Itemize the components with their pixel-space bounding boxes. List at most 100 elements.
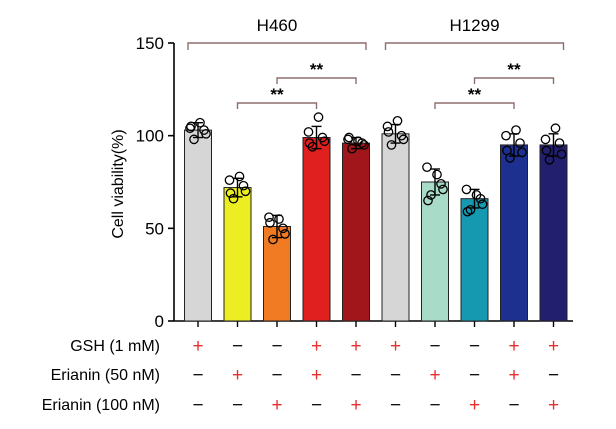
- condition-minus: −: [232, 336, 243, 357]
- data-point: [436, 179, 446, 189]
- condition-minus: −: [271, 336, 282, 357]
- data-point: [550, 123, 561, 134]
- condition-plus: +: [548, 395, 559, 416]
- condition-minus: −: [390, 365, 401, 386]
- data-point: [396, 130, 407, 141]
- condition-minus: −: [508, 395, 519, 416]
- bar: [342, 142, 370, 322]
- condition-plus: +: [311, 336, 322, 357]
- condition-minus: −: [192, 365, 203, 386]
- data-point: [238, 180, 249, 191]
- data-point: [432, 169, 442, 180]
- data-point: [540, 134, 551, 145]
- condition-minus: −: [469, 336, 480, 357]
- bar: [460, 198, 489, 322]
- data-point: [554, 138, 565, 148]
- group-label: H460: [257, 16, 298, 35]
- y-tick-label: 100: [136, 127, 164, 146]
- y-axis-label: Cell viability(%): [110, 129, 127, 238]
- condition-minus: −: [311, 395, 322, 416]
- data-point: [438, 184, 448, 195]
- condition-label: GSH (1 mM): [70, 338, 160, 355]
- data-point: [234, 171, 245, 182]
- data-point: [317, 132, 328, 143]
- data-point: [195, 117, 205, 128]
- bar: [263, 225, 291, 322]
- data-point: [199, 125, 209, 135]
- condition-plus: +: [271, 395, 282, 416]
- condition-minus: −: [271, 365, 282, 386]
- condition-minus: −: [469, 365, 480, 386]
- data-point: [240, 186, 251, 197]
- group-label: H1299: [449, 16, 499, 35]
- group-bracket: [384, 42, 565, 50]
- data-point: [185, 123, 195, 134]
- condition-label: Erianin (100 nM): [42, 397, 160, 414]
- data-point: [344, 132, 354, 143]
- y-tick-label: 0: [155, 312, 164, 331]
- condition-minus: −: [192, 395, 203, 416]
- y-tick-label: 150: [136, 34, 164, 53]
- data-point: [186, 121, 196, 132]
- data-point: [280, 229, 290, 239]
- data-point: [501, 130, 511, 141]
- condition-plus: +: [350, 395, 361, 416]
- data-point: [304, 138, 315, 148]
- data-point: [392, 115, 403, 126]
- data-point: [461, 184, 472, 195]
- condition-plus: +: [192, 336, 203, 357]
- data-point: [225, 188, 236, 198]
- data-point: [313, 112, 324, 122]
- data-point: [462, 206, 473, 217]
- data-point: [347, 143, 357, 154]
- data-point: [386, 140, 397, 150]
- data-point: [511, 125, 521, 135]
- data-point: [423, 195, 433, 206]
- significance-bracket: [434, 102, 515, 109]
- data-point: [303, 127, 314, 137]
- data-point: [477, 199, 488, 210]
- condition-label: Erianin (50 nM): [51, 367, 160, 384]
- significance-label: **: [468, 85, 482, 104]
- condition-plus: +: [548, 336, 559, 357]
- data-point: [343, 134, 353, 145]
- condition-minus: −: [429, 395, 440, 416]
- condition-minus: −: [390, 395, 401, 416]
- data-point: [357, 138, 367, 148]
- data-point: [224, 175, 235, 185]
- bar: [539, 144, 568, 322]
- significance-label: **: [310, 60, 324, 79]
- data-point: [422, 162, 432, 173]
- significance-bracket: [276, 77, 357, 84]
- condition-plus: +: [429, 365, 440, 386]
- significance-label: **: [507, 60, 521, 79]
- data-point: [541, 145, 552, 156]
- condition-minus: −: [350, 365, 361, 386]
- data-point: [278, 223, 288, 234]
- data-point: [517, 147, 527, 158]
- bar: [223, 187, 252, 322]
- y-tick-label: 50: [145, 219, 164, 238]
- condition-plus: +: [469, 395, 480, 416]
- data-point: [502, 145, 512, 156]
- condition-minus: −: [548, 365, 559, 386]
- condition-plus: +: [390, 336, 401, 357]
- condition-plus: +: [508, 336, 519, 357]
- bar: [421, 181, 449, 322]
- data-point: [383, 127, 394, 137]
- condition-plus: +: [508, 365, 519, 386]
- bar: [500, 144, 528, 322]
- data-point: [382, 121, 393, 132]
- condition-plus: +: [311, 365, 322, 386]
- data-point: [189, 134, 199, 145]
- data-point: [265, 217, 275, 228]
- condition-minus: −: [429, 336, 440, 357]
- data-point: [264, 212, 274, 223]
- data-point: [475, 193, 486, 204]
- data-point: [274, 214, 284, 224]
- significance-bracket: [236, 102, 318, 109]
- data-point: [556, 149, 567, 160]
- data-point: [228, 193, 239, 204]
- significance-bracket: [473, 77, 555, 84]
- condition-plus: +: [232, 365, 243, 386]
